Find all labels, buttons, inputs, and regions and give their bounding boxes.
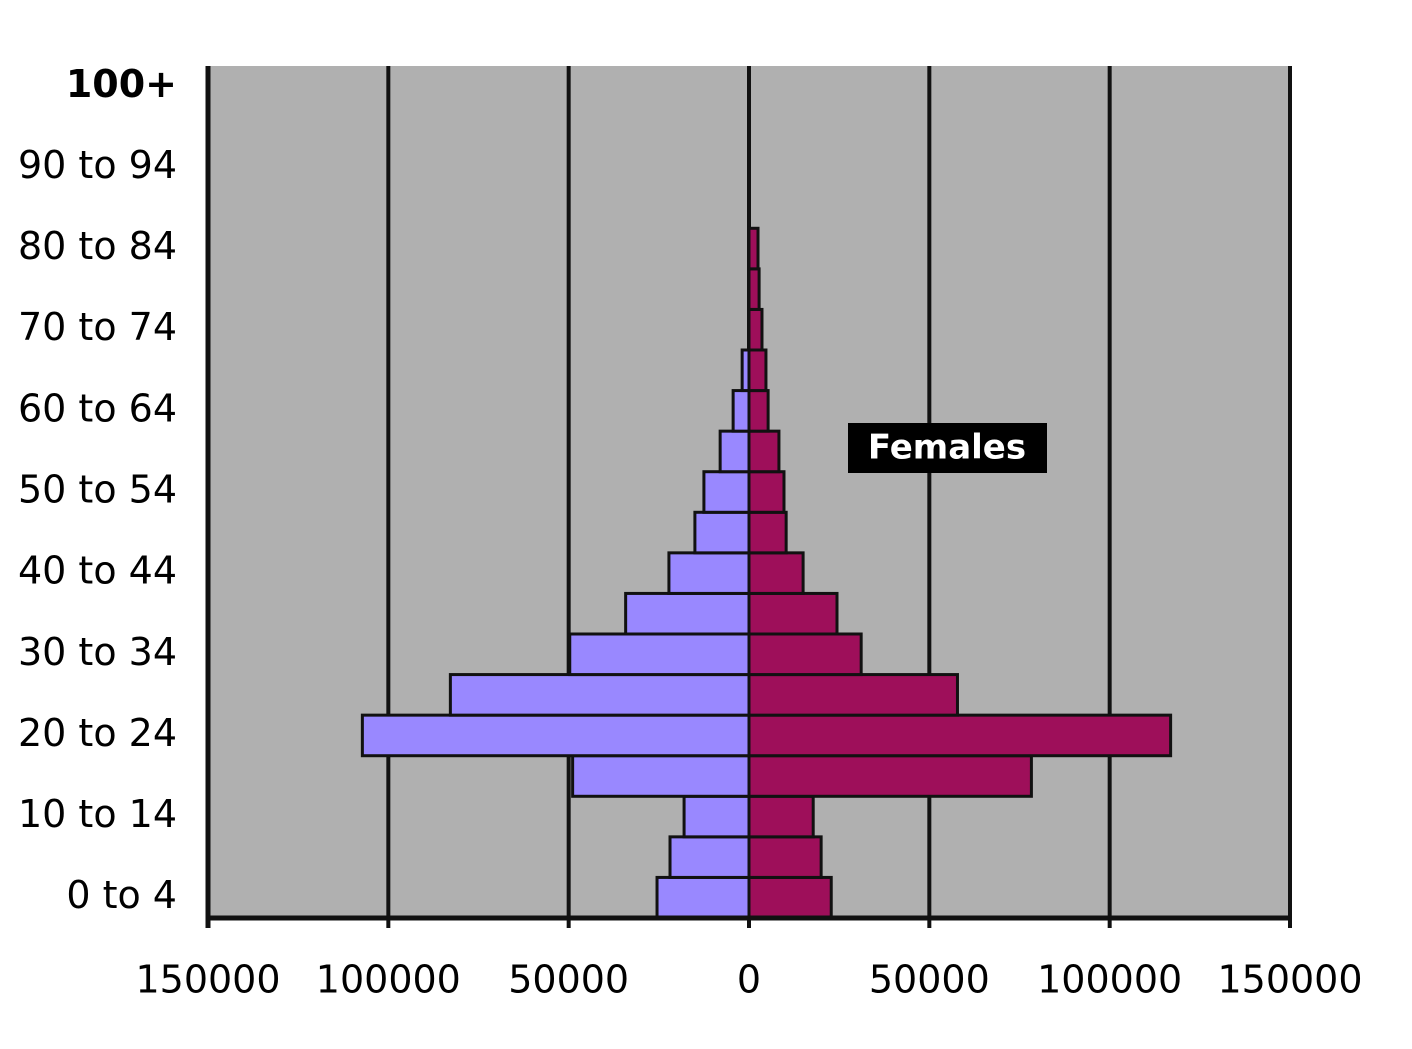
bar	[747, 875, 833, 920]
x-tick-label: 50000	[508, 958, 629, 1002]
y-tick-label: 50 to 54	[18, 468, 177, 512]
bar	[747, 673, 959, 717]
y-tick-label: 80 to 84	[18, 224, 177, 268]
bar	[747, 267, 761, 311]
bar	[747, 226, 760, 271]
bar	[747, 754, 1033, 798]
bar	[718, 429, 751, 474]
x-tick-label: 150000	[1217, 958, 1362, 1002]
bar	[747, 551, 805, 595]
bar	[667, 551, 751, 595]
bar	[747, 389, 770, 433]
legend-label: Females	[868, 428, 1026, 468]
bar	[747, 591, 839, 636]
bar	[747, 470, 786, 514]
y-tick-label: 70 to 74	[18, 305, 177, 349]
bar	[747, 835, 823, 879]
x-tick-label: 50000	[869, 958, 990, 1002]
bar	[731, 389, 751, 433]
legend-box	[848, 423, 1047, 473]
bar	[747, 510, 788, 555]
bar	[568, 632, 751, 677]
y-tick-label: 90 to 94	[18, 143, 177, 187]
bar	[448, 673, 751, 717]
y-tick-label: 100+	[66, 62, 177, 106]
x-tick-label: 0	[737, 958, 761, 1002]
bar	[747, 429, 781, 474]
y-tick-label: 40 to 44	[18, 549, 177, 593]
bar	[668, 835, 751, 879]
x-tick-label: 100000	[1037, 958, 1182, 1002]
y-tick-label: 10 to 14	[18, 792, 177, 836]
bar	[747, 632, 863, 677]
bar	[360, 713, 751, 758]
bar	[747, 794, 815, 839]
bar	[747, 307, 764, 352]
x-tick-label: 150000	[135, 958, 280, 1002]
bar	[747, 713, 1173, 758]
y-tick-label: 60 to 64	[18, 386, 177, 430]
bar	[693, 510, 751, 555]
y-tick-label: 20 to 24	[18, 711, 177, 755]
y-tick-label: 30 to 34	[18, 630, 177, 674]
bar	[571, 754, 751, 798]
x-tick-label: 100000	[316, 958, 461, 1002]
bar	[624, 591, 751, 636]
bar	[682, 794, 751, 839]
bar	[655, 875, 751, 920]
bar	[702, 470, 751, 514]
bar	[747, 348, 768, 393]
y-tick-label: 0 to 4	[66, 873, 177, 917]
